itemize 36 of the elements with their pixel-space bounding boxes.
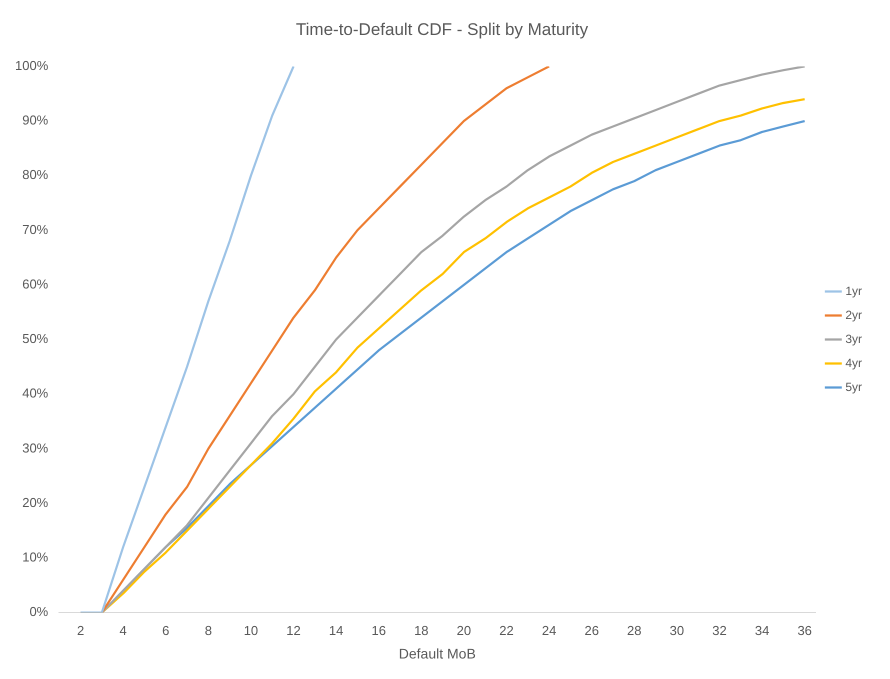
- chart-title: Time-to-Default CDF - Split by Maturity: [296, 20, 589, 39]
- legend-label: 3yr: [845, 332, 862, 346]
- y-tick-label: 10%: [22, 550, 49, 565]
- y-tick-label: 80%: [22, 167, 49, 182]
- x-tick-label: 2: [76, 622, 84, 638]
- x-tick-label: 18: [414, 622, 429, 638]
- x-tick-label: 8: [204, 622, 212, 638]
- x-tick-label: 20: [456, 622, 472, 638]
- y-tick-label: 30%: [22, 440, 49, 456]
- x-tick-label: 4: [120, 622, 127, 638]
- y-tick-label: 50%: [22, 331, 49, 346]
- y-tick-label: 90%: [22, 112, 49, 128]
- x-tick-label: 24: [542, 622, 556, 638]
- x-tick-label: 14: [328, 622, 344, 638]
- x-axis-title: Default MoB: [398, 645, 476, 662]
- y-tick-label: 0%: [29, 604, 49, 620]
- x-tick-label: 22: [499, 622, 514, 638]
- legend-label: 4yr: [845, 356, 862, 370]
- y-tick-label: 100%: [15, 58, 49, 73]
- legend-label: 5yr: [845, 380, 862, 394]
- y-tick-label: 20%: [22, 494, 49, 510]
- legend-label: 2yr: [845, 308, 862, 322]
- x-tick-label: 34: [754, 622, 770, 638]
- x-tick-label: 12: [286, 622, 301, 638]
- x-tick-label: 16: [371, 622, 386, 638]
- y-tick-label: 60%: [22, 276, 49, 292]
- x-tick-label: 26: [584, 622, 599, 638]
- x-tick-label: 36: [797, 622, 812, 638]
- legend-label: 1yr: [845, 284, 862, 298]
- x-tick-label: 30: [670, 622, 684, 638]
- x-tick-label: 28: [627, 622, 642, 638]
- x-tick-label: 6: [162, 622, 170, 638]
- y-tick-label: 40%: [22, 386, 49, 401]
- x-tick-label: 32: [712, 622, 727, 638]
- x-tick-label: 10: [244, 622, 258, 638]
- y-tick-label: 70%: [22, 222, 49, 237]
